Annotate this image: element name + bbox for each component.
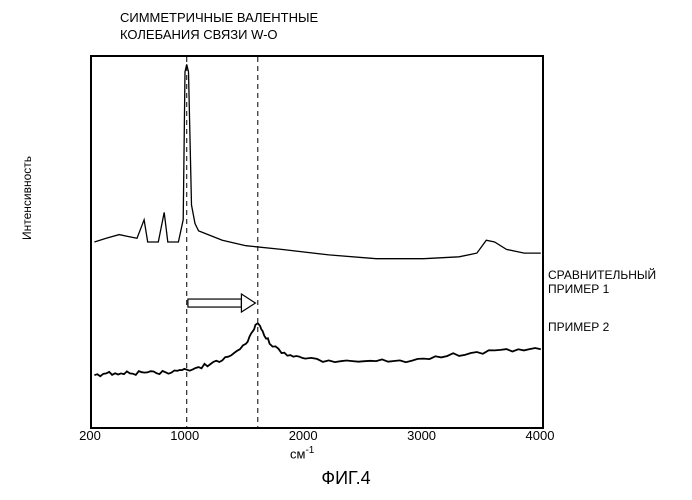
- series-example-2: [94, 323, 540, 376]
- series-label-line: СРАВНИТЕЛЬНЫЙ: [548, 268, 656, 282]
- series-label-comparative-example-1: СРАВНИТЕЛЬНЫЙПРИМЕР 1: [548, 268, 656, 297]
- x-axis-label-sup: -1: [305, 445, 314, 456]
- shift-arrow-shaft: [188, 299, 242, 307]
- top-annotation-line2: КОЛЕБАНИЯ СВЯЗИ W-O: [120, 27, 318, 44]
- x-axis-label: см-1: [290, 445, 314, 461]
- y-axis-label: Интенсивность: [20, 156, 34, 240]
- x-tick-label: 3000: [407, 428, 436, 443]
- series-label-line: ПРИМЕР 1: [548, 282, 656, 296]
- x-tick-label: 4000: [526, 428, 555, 443]
- series-comparative-example-1: [94, 64, 540, 258]
- plot-area: [90, 55, 544, 429]
- chart-svg: [92, 57, 542, 427]
- x-tick-label: 200: [79, 428, 101, 443]
- x-axis-label-base: см: [290, 446, 305, 461]
- shift-arrow-head: [241, 294, 255, 312]
- top-annotation-line1: СИММЕТРИЧНЫЕ ВАЛЕНТНЫЕ: [120, 10, 318, 27]
- series-label-example-2: ПРИМЕР 2: [548, 320, 609, 334]
- top-annotation: СИММЕТРИЧНЫЕ ВАЛЕНТНЫЕ КОЛЕБАНИЯ СВЯЗИ W…: [120, 10, 318, 44]
- x-tick-label: 2000: [289, 428, 318, 443]
- series-label-line: ПРИМЕР 2: [548, 320, 609, 334]
- figure-caption: ФИГ.4: [321, 468, 370, 489]
- x-tick-label: 1000: [170, 428, 199, 443]
- figure-container: СИММЕТРИЧНЫЕ ВАЛЕНТНЫЕ КОЛЕБАНИЯ СВЯЗИ W…: [0, 0, 692, 500]
